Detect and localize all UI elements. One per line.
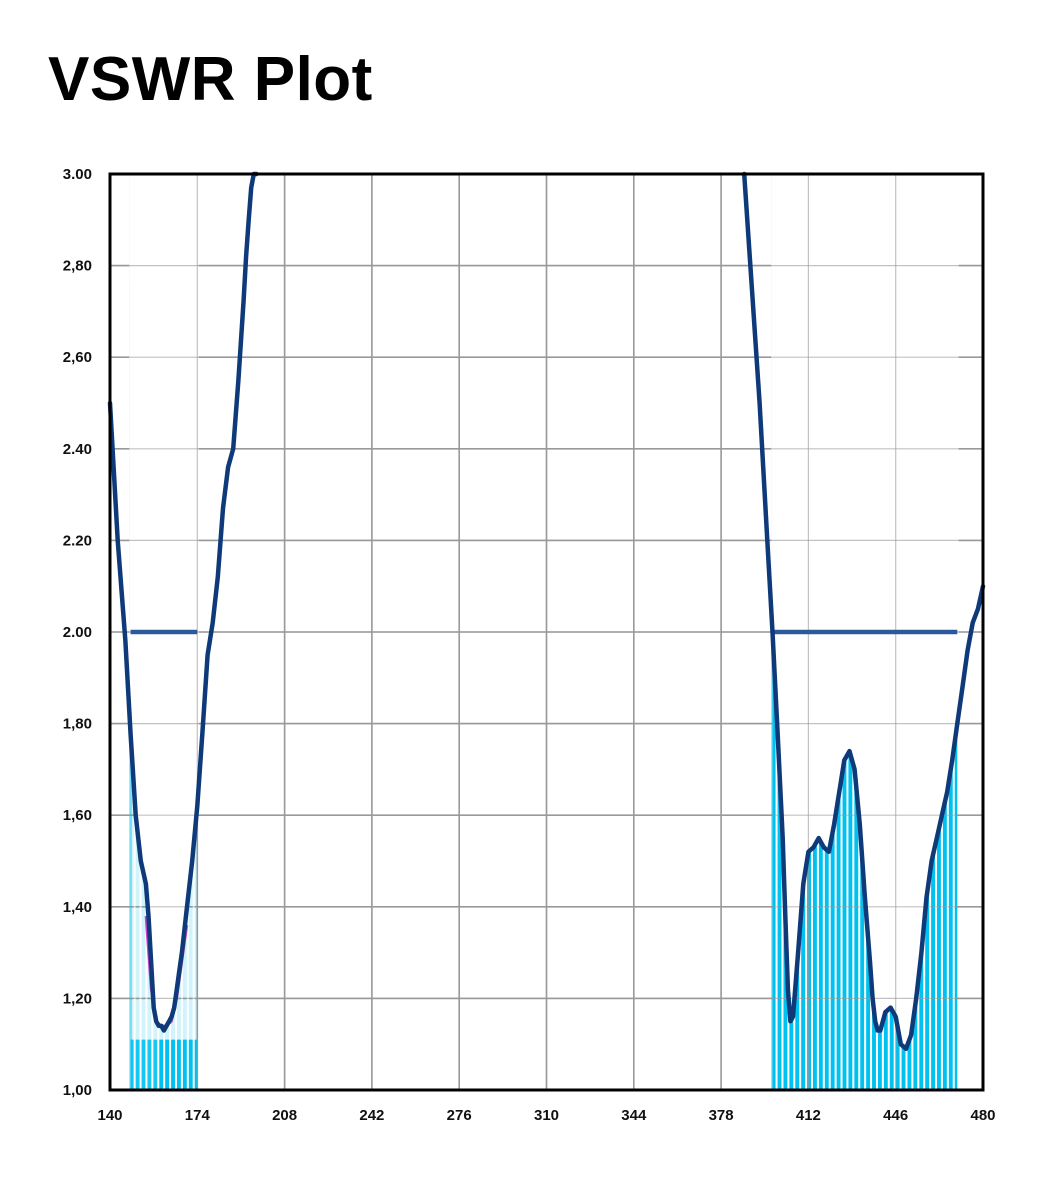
x-tick-label: 344 bbox=[621, 1107, 647, 1124]
x-tick-label: 140 bbox=[97, 1107, 122, 1124]
y-tick-label: 2.20 bbox=[63, 532, 92, 549]
y-tick-label: 2.00 bbox=[63, 624, 92, 641]
pass-band-2-mask bbox=[771, 174, 959, 1049]
plot-frame bbox=[108, 172, 985, 1092]
x-tick-label: 480 bbox=[970, 1107, 995, 1124]
y-tick-label: 1,20 bbox=[63, 990, 92, 1007]
y-tick-label: 2.40 bbox=[63, 441, 92, 458]
vswr-line-2 bbox=[741, 171, 986, 1052]
vswr-line-1 bbox=[107, 171, 259, 1033]
y-tick-label: 1,00 bbox=[63, 1082, 92, 1099]
y-tick-label: 2,80 bbox=[63, 258, 92, 275]
x-tick-label: 378 bbox=[709, 1107, 734, 1124]
y-tick-label: 1,60 bbox=[63, 807, 92, 824]
x-tick-label: 412 bbox=[796, 1107, 821, 1124]
vswr-series bbox=[107, 171, 986, 1052]
x-tick-label: 276 bbox=[447, 1107, 472, 1124]
axes: 140 174 208 242 276 310 344 378 412 446 480 1,00 1,2… bbox=[63, 166, 996, 1124]
y-tick-label: 3.00 bbox=[63, 166, 92, 183]
x-tick-label: 174 bbox=[185, 1107, 211, 1124]
y-tick-label: 1,80 bbox=[63, 716, 92, 733]
x-tick-label: 446 bbox=[883, 1107, 908, 1124]
x-tick-label: 310 bbox=[534, 1107, 559, 1124]
x-tick-label: 208 bbox=[272, 1107, 297, 1124]
y-tick-label: 2,60 bbox=[63, 349, 92, 366]
pass-band-1-mask bbox=[129, 174, 199, 1031]
chart-title: VSWR Plot bbox=[48, 45, 373, 114]
pass-bands bbox=[110, 174, 983, 1090]
y-tick-label: 1,40 bbox=[63, 899, 92, 916]
x-tick-label: 242 bbox=[359, 1107, 384, 1124]
